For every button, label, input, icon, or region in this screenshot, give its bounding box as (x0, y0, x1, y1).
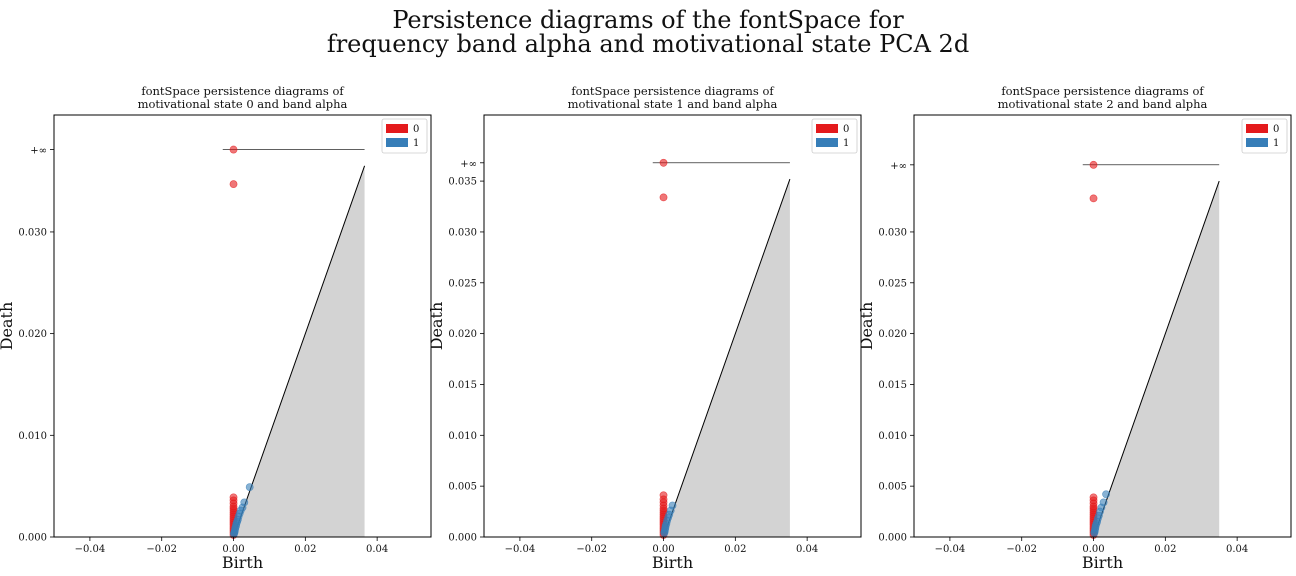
x-tick-label: −0.02 (576, 544, 607, 555)
x-tick-label: 0.00 (1082, 544, 1104, 555)
diagonal-line (663, 178, 791, 538)
panel-title-line2: motivational state 1 and band alpha (568, 97, 778, 111)
panel-0: fontSpace persistence diagrams ofmotivat… (0, 84, 432, 572)
y-tick-label: 0.020 (18, 329, 47, 340)
legend-label-0: 0 (1273, 124, 1279, 135)
point-dim1 (1090, 529, 1099, 537)
y-tick-label: 0.035 (448, 177, 477, 188)
y-tick-label: 0.020 (448, 329, 477, 340)
x-tick-label: 0.02 (724, 544, 746, 555)
x-tick-label: 0.02 (1154, 544, 1176, 555)
x-tick-label: −0.04 (505, 544, 536, 555)
y-axis-label: Death (857, 302, 876, 351)
x-tick-label: 0.04 (366, 544, 388, 555)
x-axis-label: Birth (1082, 553, 1123, 572)
x-tick-label: 0.04 (796, 544, 818, 555)
x-tick-label: −0.02 (1006, 544, 1037, 555)
infinity-tick-label: +∞ (460, 159, 477, 170)
y-tick-label: 0.000 (448, 533, 477, 544)
point-dim0 (659, 158, 668, 167)
figure-title-line1: Persistence diagrams of the fontSpace fo… (392, 6, 904, 34)
panels: fontSpace persistence diagrams ofmotivat… (0, 84, 1292, 572)
y-tick-label: 0.000 (878, 533, 907, 544)
panel-title-line1: fontSpace persistence diagrams of (571, 84, 774, 98)
panel-title-line2: motivational state 2 and band alpha (998, 97, 1208, 111)
y-axis-label: Death (427, 302, 446, 351)
axes-frame (913, 114, 1292, 538)
legend-label-1: 1 (843, 138, 849, 149)
legend-swatch-1 (386, 138, 408, 147)
y-tick-label: 0.005 (448, 482, 477, 493)
y-tick-label: 0.015 (878, 380, 907, 391)
axes-frame (53, 114, 432, 538)
y-axis-label: Death (0, 302, 16, 351)
panel-2: fontSpace persistence diagrams ofmotivat… (857, 84, 1292, 572)
infinity-tick-label: +∞ (890, 161, 907, 172)
legend: 01 (811, 118, 858, 154)
y-tick-label: 0.015 (448, 380, 477, 391)
point-dim0 (659, 193, 668, 202)
x-tick-label: 0.04 (1226, 544, 1248, 555)
figure-title-line2: frequency band alpha and motivational st… (327, 30, 969, 58)
panel-title-line1: fontSpace persistence diagrams of (1001, 84, 1204, 98)
legend-swatch-1 (816, 138, 838, 147)
point-dim0 (1089, 160, 1098, 169)
y-tick-label: 0.020 (878, 329, 907, 340)
point-dim1 (660, 529, 669, 537)
legend-label-0: 0 (413, 124, 419, 135)
legend-swatch-1 (1246, 138, 1268, 147)
x-tick-label: −0.04 (75, 544, 106, 555)
diagonal-line (233, 165, 366, 538)
x-tick-label: 0.00 (222, 544, 244, 555)
point-dim1 (245, 483, 254, 492)
point-dim0 (1089, 194, 1098, 203)
point-dim1 (229, 530, 238, 538)
legend-swatch-0 (816, 124, 838, 133)
infinity-tick-label: +∞ (30, 146, 47, 157)
legend: 01 (1241, 118, 1288, 154)
y-tick-label: 0.030 (448, 227, 477, 238)
y-tick-label: 0.030 (878, 227, 907, 238)
panel-1: fontSpace persistence diagrams ofmotivat… (427, 84, 862, 572)
legend-label-1: 1 (1273, 138, 1279, 149)
legend-label-0: 0 (843, 124, 849, 135)
point-dim0 (229, 145, 238, 154)
diagonal-line (1093, 180, 1220, 538)
legend: 01 (381, 118, 428, 154)
legend-label-1: 1 (413, 138, 419, 149)
point-dim0 (229, 180, 238, 189)
x-tick-label: 0.02 (294, 544, 316, 555)
legend-swatch-0 (386, 124, 408, 133)
panel-title-line2: motivational state 0 and band alpha (138, 97, 348, 111)
x-tick-label: −0.02 (146, 544, 177, 555)
x-axis-label: Birth (222, 553, 263, 572)
y-tick-label: 0.030 (18, 227, 47, 238)
y-tick-label: 0.010 (878, 431, 907, 442)
y-tick-label: 0.010 (448, 431, 477, 442)
y-tick-label: 0.005 (878, 482, 907, 493)
point-dim1 (1102, 490, 1110, 499)
y-tick-label: 0.010 (18, 431, 47, 442)
y-tick-label: 0.025 (448, 278, 477, 289)
x-axis-label: Birth (652, 553, 693, 572)
x-tick-label: −0.04 (935, 544, 966, 555)
y-tick-label: 0.025 (878, 278, 907, 289)
axes-frame (483, 114, 862, 538)
x-tick-label: 0.00 (652, 544, 674, 555)
y-tick-label: 0.000 (18, 533, 47, 544)
panel-title-line1: fontSpace persistence diagrams of (141, 84, 344, 98)
legend-swatch-0 (1246, 124, 1268, 133)
